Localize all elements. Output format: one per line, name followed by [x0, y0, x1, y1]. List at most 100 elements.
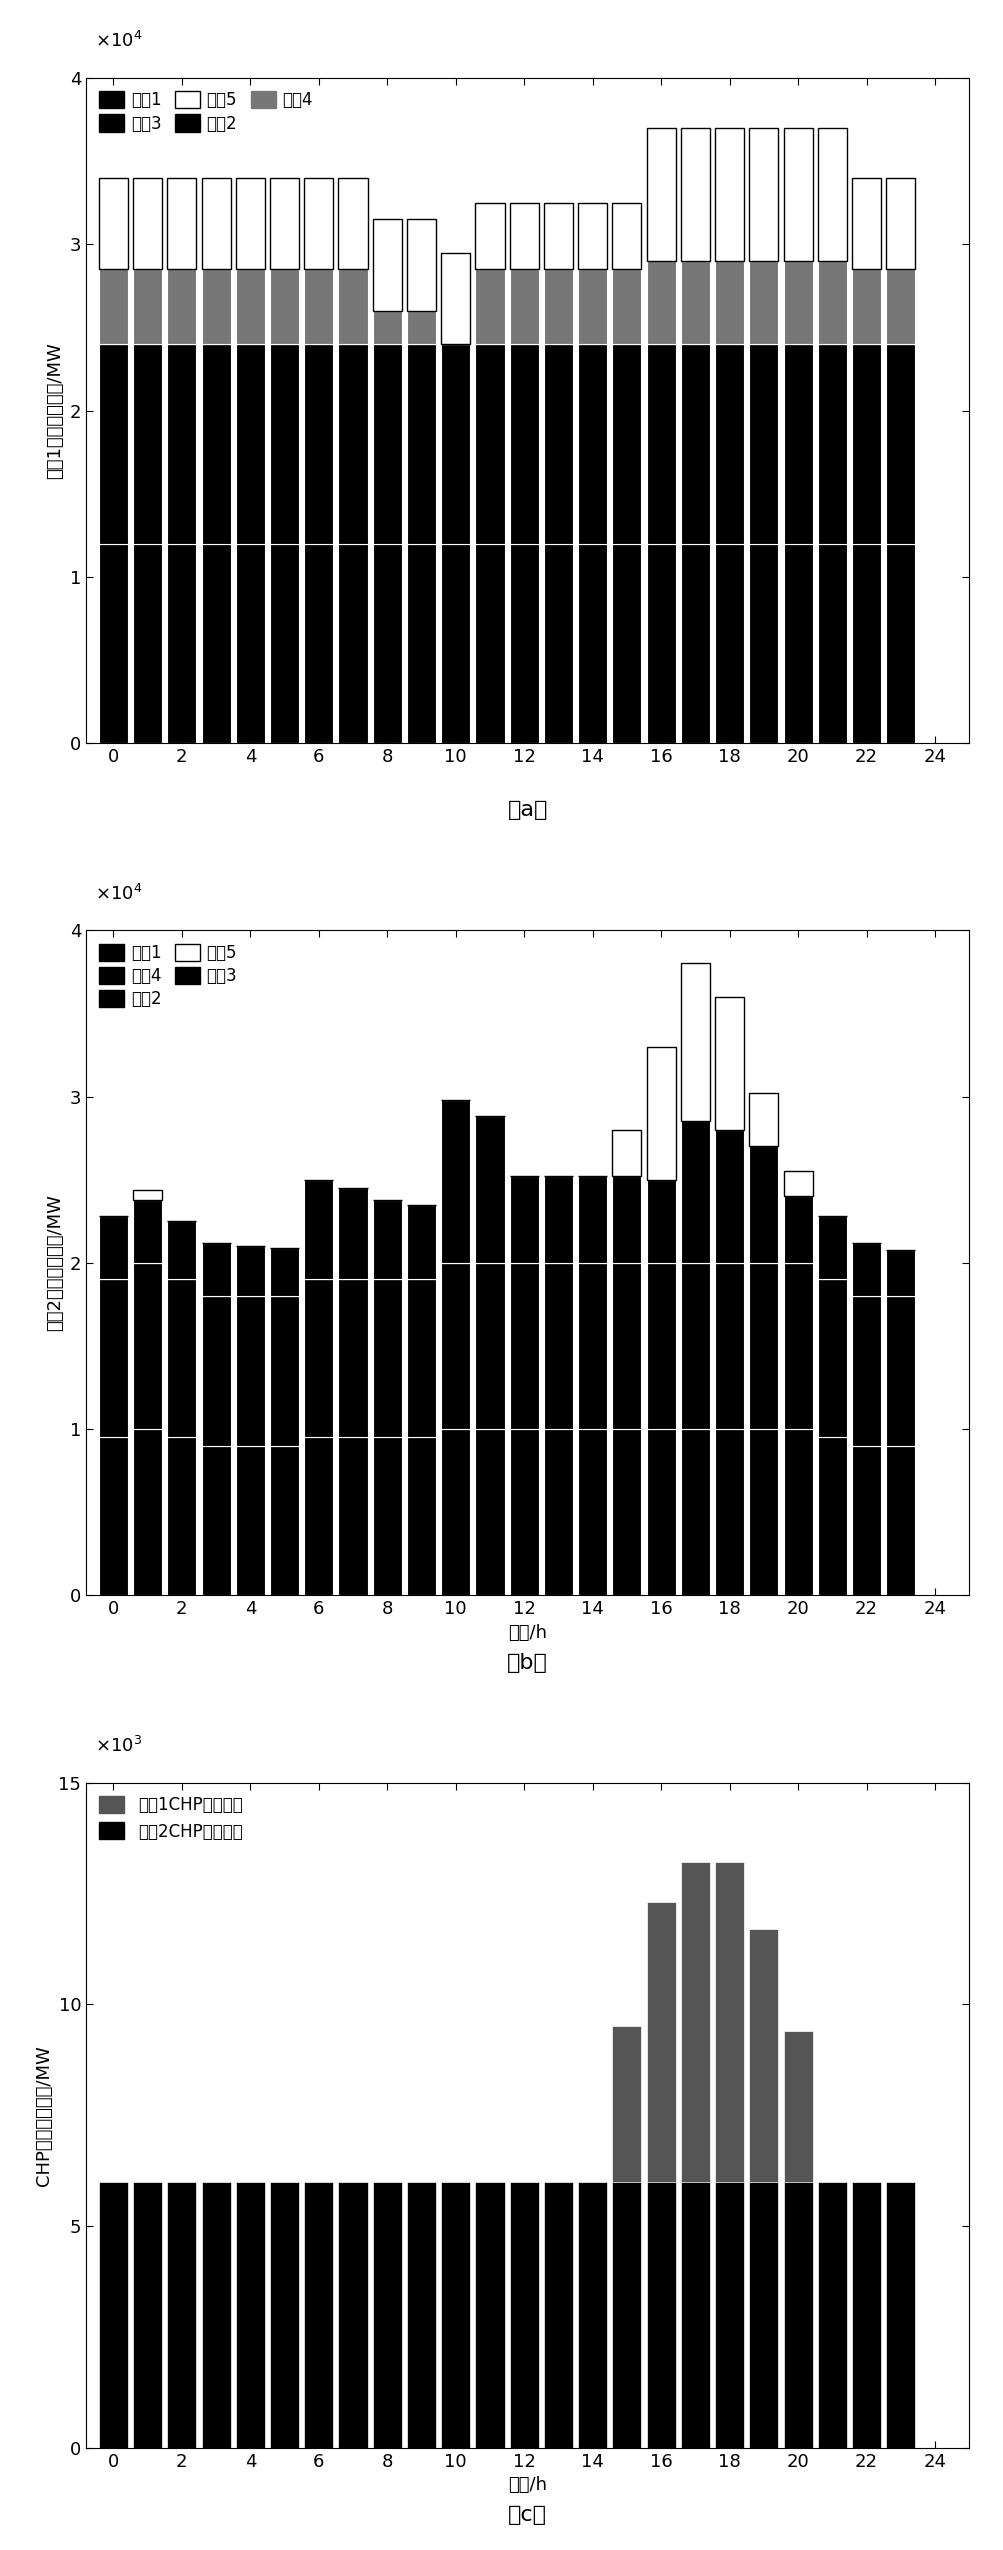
Bar [98, 344, 127, 543]
Bar [510, 201, 539, 270]
Bar [817, 344, 847, 543]
Bar [714, 344, 743, 543]
Bar [236, 2183, 265, 2448]
Bar [782, 2030, 811, 2448]
Bar [372, 219, 401, 311]
Bar [852, 2183, 881, 2448]
Bar [406, 543, 435, 742]
Bar [714, 543, 743, 742]
Bar [236, 344, 265, 543]
Bar [612, 1262, 641, 1428]
X-axis label: 时间/h: 时间/h [508, 2476, 547, 2494]
Bar [612, 2027, 641, 2448]
Bar [270, 1295, 299, 1446]
Bar [202, 1242, 231, 1295]
Bar [406, 311, 435, 344]
Bar [817, 128, 847, 260]
Bar [440, 2183, 469, 2448]
Bar [406, 1438, 435, 1596]
Bar [475, 1117, 505, 1262]
Bar [680, 344, 709, 543]
Bar [886, 1295, 915, 1446]
Bar [98, 1280, 127, 1438]
Bar [168, 1438, 197, 1596]
Bar [886, 1446, 915, 1596]
Bar [817, 1438, 847, 1596]
Bar [133, 179, 162, 270]
Bar [304, 344, 333, 543]
Bar [680, 260, 709, 344]
Bar [748, 543, 777, 742]
Legend: 机组1, 机组3, 机组5, 机组2, 机组4: 机组1, 机组3, 机组5, 机组2, 机组4 [94, 87, 317, 138]
Bar [852, 1446, 881, 1596]
Bar [236, 1247, 265, 1295]
Bar [886, 1250, 915, 1295]
Bar [782, 2183, 811, 2448]
Bar [304, 179, 333, 270]
Bar [578, 270, 607, 344]
Bar [578, 344, 607, 543]
Bar [475, 344, 505, 543]
Bar [510, 1176, 539, 1262]
Text: （c）: （c） [508, 2504, 547, 2524]
Bar [646, 128, 675, 260]
Bar [372, 1280, 401, 1438]
Bar [406, 2183, 435, 2448]
Bar [578, 543, 607, 742]
Bar [544, 2183, 573, 2448]
Bar [544, 1262, 573, 1428]
Bar [680, 1428, 709, 1596]
Bar [612, 1176, 641, 1262]
Bar [782, 1262, 811, 1428]
Bar [133, 1428, 162, 1596]
Bar [338, 179, 367, 270]
Bar [168, 1280, 197, 1438]
Bar [510, 2183, 539, 2448]
Y-axis label: CHP机组出力对比/MW: CHP机组出力对比/MW [35, 2045, 53, 2185]
Bar [133, 1198, 162, 1262]
Bar [612, 2183, 641, 2448]
Bar [714, 1130, 743, 1262]
Bar [372, 2183, 401, 2448]
Bar [133, 344, 162, 543]
Bar [168, 179, 197, 270]
Bar [852, 1242, 881, 1295]
Bar [372, 2183, 401, 2448]
Bar [475, 2183, 505, 2448]
Text: （b）: （b） [507, 1652, 548, 1673]
Bar [372, 543, 401, 742]
X-axis label: 时间/h: 时间/h [508, 1624, 547, 1642]
Text: （a）: （a） [507, 801, 548, 821]
Bar [236, 1295, 265, 1446]
Bar [852, 344, 881, 543]
Bar [406, 219, 435, 311]
Bar [236, 543, 265, 742]
Bar [852, 270, 881, 344]
Bar [886, 270, 915, 344]
Bar [646, 344, 675, 543]
Bar [202, 179, 231, 270]
Bar [646, 1428, 675, 1596]
Bar [578, 2183, 607, 2448]
Bar [475, 1428, 505, 1596]
Bar [714, 1262, 743, 1428]
Bar [236, 2183, 265, 2448]
Bar [646, 260, 675, 344]
Bar [886, 179, 915, 270]
Text: $\times$10$^3$: $\times$10$^3$ [94, 1737, 141, 1757]
Bar [680, 2183, 709, 2448]
Bar [680, 1862, 709, 2448]
Bar [680, 964, 709, 1122]
Bar [646, 1262, 675, 1428]
Bar [202, 2183, 231, 2448]
Bar [98, 270, 127, 344]
Bar [680, 128, 709, 260]
Bar [168, 2183, 197, 2448]
Bar [646, 2183, 675, 2448]
Bar [406, 1280, 435, 1438]
Bar [714, 2183, 743, 2448]
Bar [612, 1428, 641, 1596]
Bar [510, 543, 539, 742]
Bar [202, 344, 231, 543]
Bar [98, 2183, 127, 2448]
